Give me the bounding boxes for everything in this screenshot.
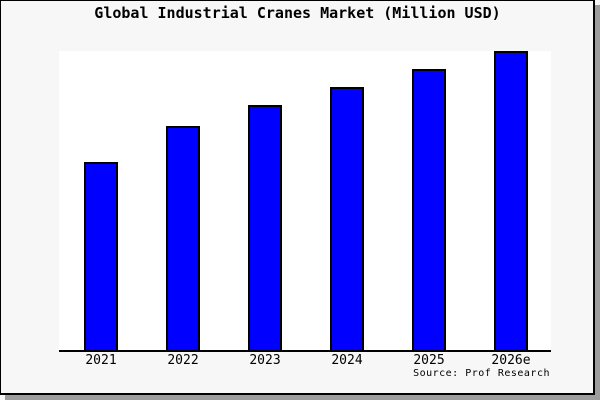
x-tick-label: 2023 (249, 353, 281, 368)
bar-2022 (166, 126, 200, 350)
frame-shadow-bottom (5, 395, 600, 400)
bar-2021 (84, 162, 118, 350)
x-tick-label: 2026e (491, 353, 531, 368)
frame-shadow-right (595, 5, 600, 400)
source-note: Source: Prof Research (413, 368, 550, 379)
x-tick-label: 2025 (413, 353, 445, 368)
bar-2025 (412, 69, 446, 350)
x-tick-label: 2021 (85, 353, 117, 368)
plot-area (59, 51, 551, 352)
bar-2026e (494, 51, 528, 350)
x-tick-label: 2024 (331, 353, 363, 368)
chart-title: Global Industrial Cranes Market (Million… (94, 4, 501, 22)
bar-2024 (330, 87, 364, 350)
bar-2023 (248, 105, 282, 350)
x-tick-label: 2022 (167, 353, 199, 368)
